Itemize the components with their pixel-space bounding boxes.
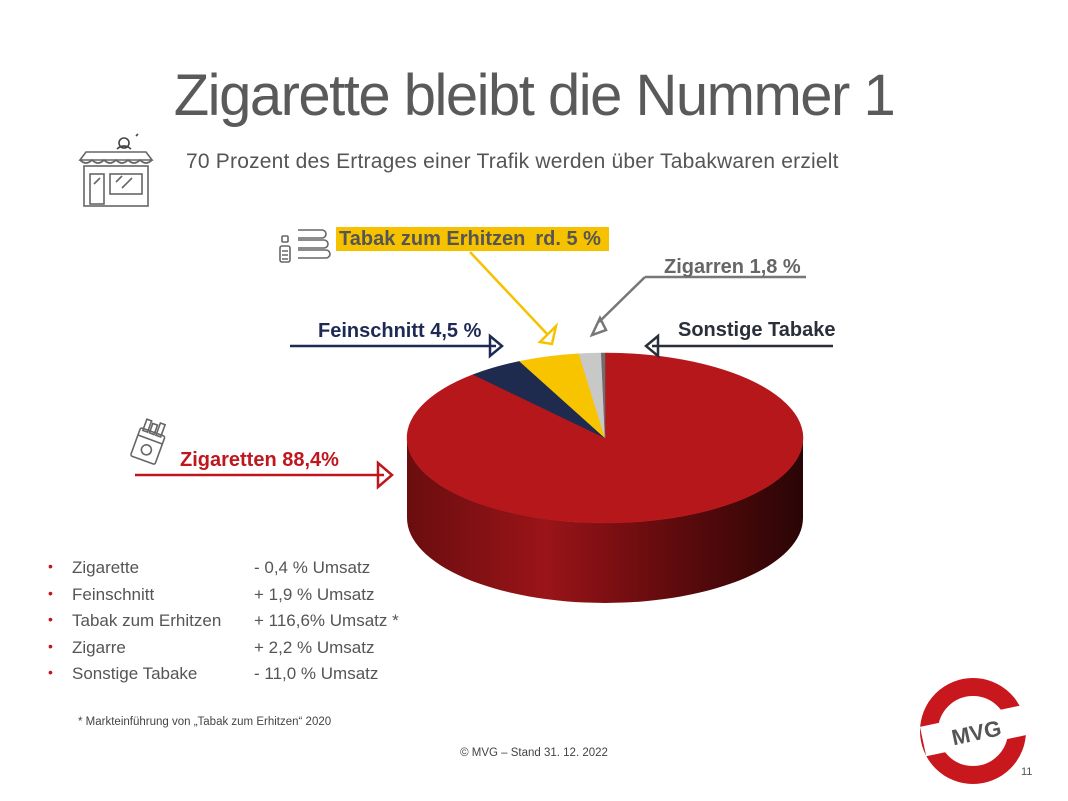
stat-change: + 116,6% Umsatz * xyxy=(254,611,399,630)
stat-name: Sonstige Tabake xyxy=(72,664,198,683)
leader-other xyxy=(644,333,833,359)
bullet: • xyxy=(48,637,53,654)
heater-device-icon xyxy=(279,229,331,263)
page-number: 11 xyxy=(1021,766,1033,778)
bullet: • xyxy=(48,611,53,627)
cigarette-pack-icon xyxy=(130,418,167,465)
stat-change: + 1,9 % Umsatz xyxy=(254,584,375,604)
bullet: • xyxy=(48,664,53,680)
stat-change: + 2,2 % Umsatz xyxy=(254,637,375,657)
label-heat-name: Tabak zum Erhitzen xyxy=(339,228,526,250)
pie-slice-sonstige-tabake xyxy=(601,352,606,439)
label-cigarettes: Zigaretten 88,4% xyxy=(180,449,339,471)
slide-subtitle: 70 Prozent des Ertrages einer Trafik wer… xyxy=(186,150,839,173)
label-cigars: Zigarren 1,8 % xyxy=(664,256,801,278)
stat-change: - 11,0 % Umsatz xyxy=(254,664,379,683)
stat-name: Zigarette xyxy=(72,558,140,577)
label-heat-tobacco: Tabak zum Erhitzen rd. 5 % xyxy=(336,227,609,251)
leader-cigar xyxy=(589,275,806,338)
stat-name: Feinschnitt xyxy=(72,584,155,604)
bullet: • xyxy=(48,584,53,601)
mvg-logo: MVG xyxy=(919,678,1028,784)
bullet: • xyxy=(48,558,53,574)
pie-side-wall xyxy=(407,438,803,603)
leader-heat xyxy=(469,251,559,346)
stat-name: Tabak zum Erhitzen xyxy=(72,611,222,630)
stat-change: - 0,4 % Umsatz xyxy=(254,558,371,577)
copyright: © MVG – Stand 31. 12. 2022 xyxy=(460,747,608,759)
label-fine-cut: Feinschnitt 4,5 % xyxy=(318,320,482,342)
label-other-tobacco: Sonstige Tabake xyxy=(678,319,836,341)
pie-side xyxy=(407,438,803,603)
slide-title: Zigarette bleibt die Nummer 1 xyxy=(173,63,896,128)
label-heat-value: rd. 5 % xyxy=(535,228,601,250)
shop-icon xyxy=(78,133,154,207)
footnote: * Markteinführung von „Tabak zum Erhitze… xyxy=(78,716,332,728)
leader-cigarettes xyxy=(135,460,394,490)
pie-top xyxy=(406,352,804,524)
stat-name: Zigarre xyxy=(72,637,126,657)
leader-feinschnitt xyxy=(290,333,504,359)
